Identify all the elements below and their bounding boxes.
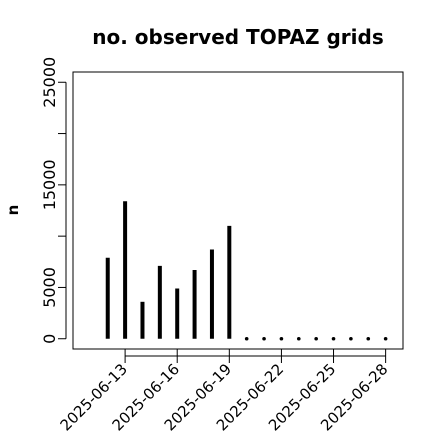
x-axis: 2025-06-132025-06-162025-06-192025-06-22… xyxy=(57,349,391,434)
y-axis: 0 5000 15000 25000 xyxy=(40,57,67,344)
chart-title: no. observed TOPAZ grids xyxy=(92,25,383,49)
zero-point xyxy=(262,336,266,341)
zero-point xyxy=(331,336,336,341)
y-tick-label: 0 xyxy=(40,334,59,344)
plot-frame xyxy=(72,71,404,350)
y-tick-label: 15000 xyxy=(40,159,59,210)
zero-point xyxy=(383,336,388,341)
y-axis-label: n xyxy=(4,205,22,216)
zero-point xyxy=(349,336,353,341)
zero-point xyxy=(279,336,284,341)
zero-point xyxy=(244,336,249,341)
y-tick-label: 25000 xyxy=(40,57,59,108)
bars xyxy=(105,201,388,341)
zero-point xyxy=(296,336,301,341)
zero-point xyxy=(366,336,371,341)
y-tick-label: 5000 xyxy=(40,267,59,308)
zero-point xyxy=(314,336,318,341)
